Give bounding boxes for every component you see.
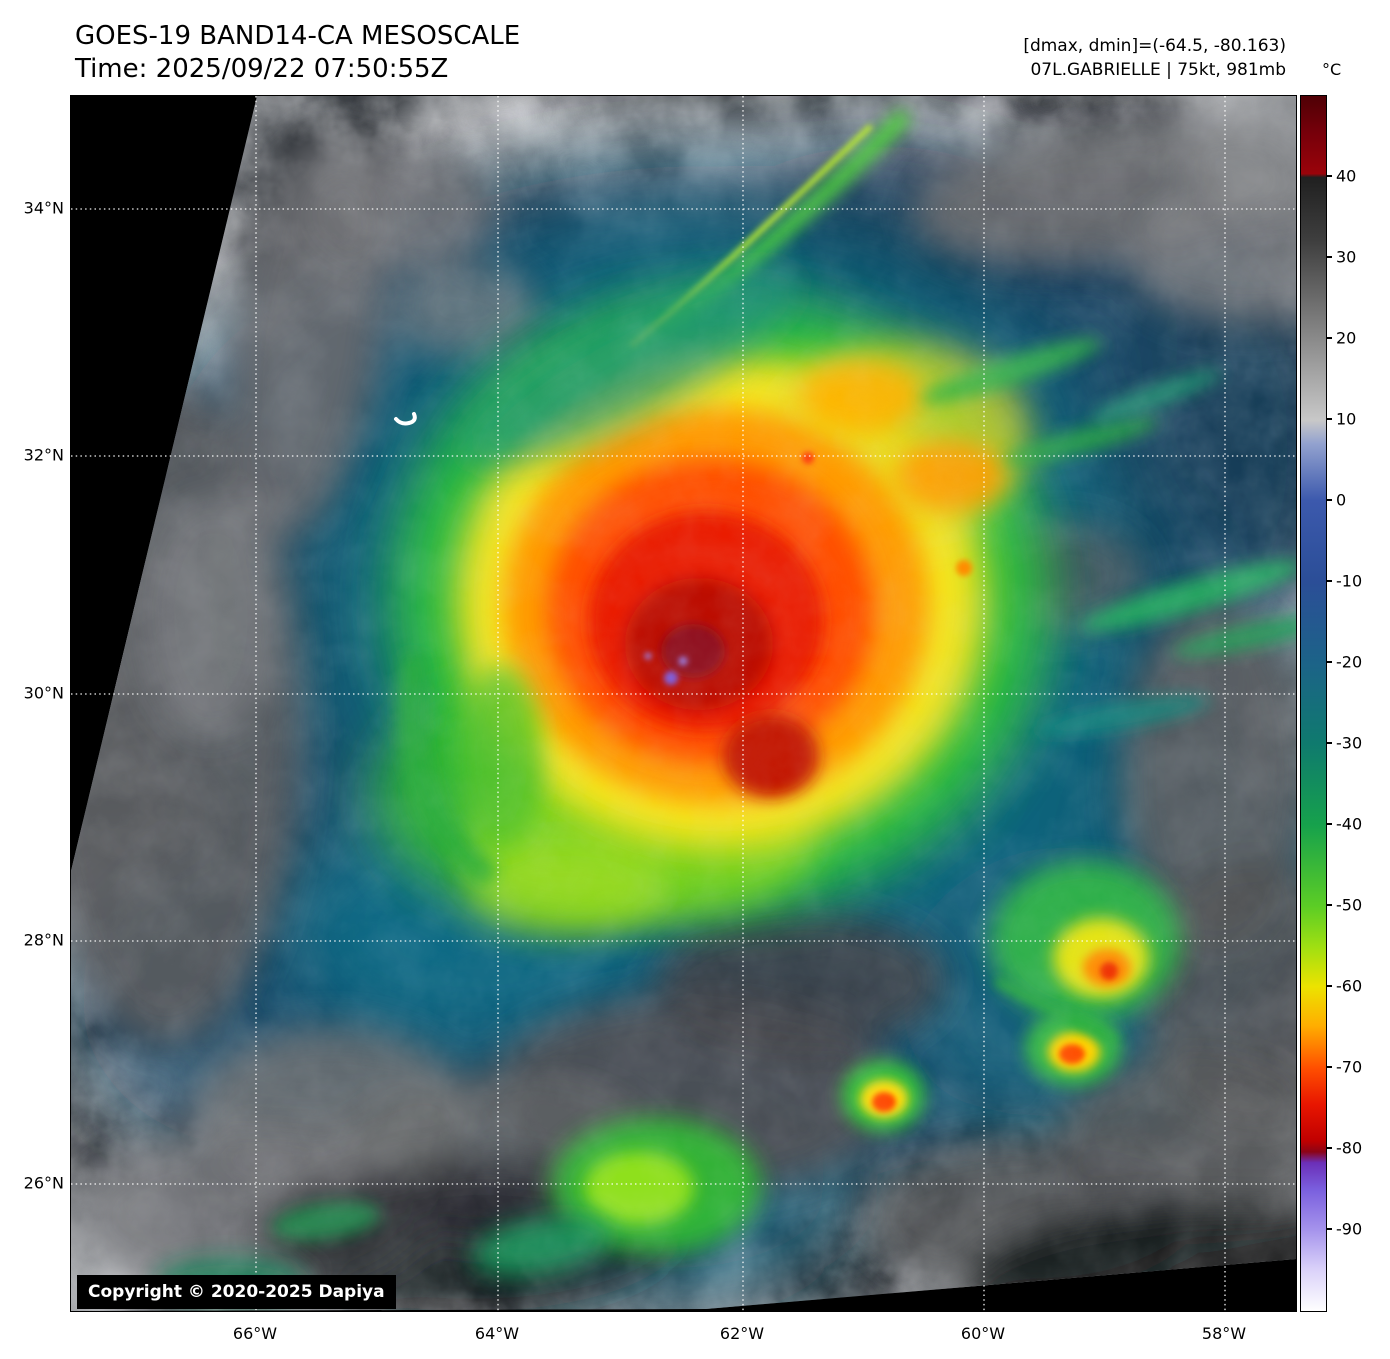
colorbar-tick-label: 20 <box>1336 328 1357 348</box>
colorbar-tickmark <box>1327 256 1332 258</box>
colorbar-tickmark <box>1327 175 1332 177</box>
lon-tick-58w: 58°W <box>1201 1324 1247 1343</box>
lon-tick-62w: 62°W <box>719 1324 765 1343</box>
colorbar-tick-label: -30 <box>1336 733 1363 753</box>
colorbar-tickmark <box>1327 823 1332 825</box>
lat-lon-gridlines <box>71 96 1296 1311</box>
colorbar-tick-label: -80 <box>1336 1138 1363 1158</box>
lon-tick-60w: 60°W <box>960 1324 1006 1343</box>
lon-tick-64w: 64°W <box>474 1324 520 1343</box>
bermuda-coastline <box>394 412 417 426</box>
product-time: Time: 2025/09/22 07:50:55Z <box>75 54 449 84</box>
colorbar-tickmark <box>1327 742 1332 744</box>
annotation-block: [dmax, dmin]=(-64.5, -80.163) 07L.GABRIE… <box>1023 34 1286 82</box>
colorbar-tick-label: 40 <box>1336 166 1357 186</box>
colorbar-tickmark <box>1327 1228 1332 1230</box>
colorbar-tick-label: 0 <box>1336 490 1347 510</box>
colorbar-tickmark <box>1327 661 1332 663</box>
storm-info-annotation: 07L.GABRIELLE | 75kt, 981mb <box>1030 60 1286 80</box>
lat-tick-26n: 26°N <box>23 1173 64 1193</box>
lat-tick-28n: 28°N <box>23 930 64 950</box>
colorbar-tick-label: -20 <box>1336 652 1363 672</box>
colorbar-tick-label: 10 <box>1336 409 1357 429</box>
colorbar-tick-label: -60 <box>1336 976 1363 996</box>
scan-swath <box>71 96 1296 1311</box>
dmax-dmin-annotation: [dmax, dmin]=(-64.5, -80.163) <box>1023 36 1286 56</box>
colorbar-tickmark <box>1327 580 1332 582</box>
lat-tick-30n: 30°N <box>23 683 64 703</box>
product-title: GOES-19 BAND14-CA MESOSCALE <box>75 21 521 51</box>
colorbar-tickmark <box>1327 1147 1332 1149</box>
colorbar-tick-label: -40 <box>1336 814 1363 834</box>
lat-tick-34n: 34°N <box>23 198 64 218</box>
lon-tick-66w: 66°W <box>232 1324 278 1343</box>
satellite-image-plot: Copyright © 2020-2025 Dapiya <box>70 95 1297 1312</box>
colorbar-tickmark <box>1327 418 1332 420</box>
colorbar-tick-label: 30 <box>1336 247 1357 267</box>
copyright-badge: Copyright © 2020-2025 Dapiya <box>77 1275 396 1309</box>
temperature-colorbar <box>1300 95 1327 1312</box>
colorbar-tickmark <box>1327 904 1332 906</box>
colorbar-tickmark <box>1327 985 1332 987</box>
lat-tick-32n: 32°N <box>23 445 64 465</box>
colorbar-tickmark <box>1327 337 1332 339</box>
title-block: GOES-19 BAND14-CA MESOSCALE Time: 2025/0… <box>75 20 520 86</box>
colorbar-unit-label: °C <box>1322 60 1342 79</box>
colorbar-tickmark <box>1327 499 1332 501</box>
colorbar-tick-label: -70 <box>1336 1057 1363 1077</box>
colorbar-tick-label: -10 <box>1336 571 1363 591</box>
colorbar-tickmark <box>1327 1066 1332 1068</box>
satellite-imagery <box>71 96 1296 1311</box>
colorbar-tick-label: -50 <box>1336 895 1363 915</box>
colorbar-tick-label: -90 <box>1336 1219 1363 1239</box>
